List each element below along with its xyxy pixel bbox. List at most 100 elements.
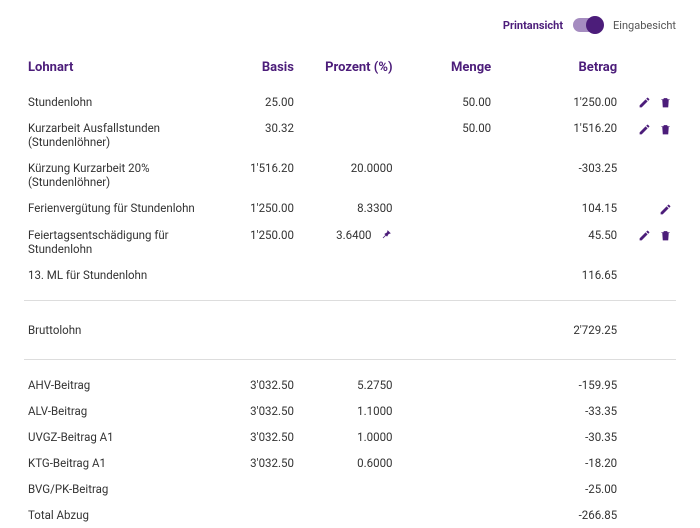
cell-pct: 3.6400 (298, 222, 397, 262)
cell-menge (397, 222, 496, 262)
table-row: AHV-Beitrag3'032.505.2750-159.95 (24, 372, 676, 398)
cell-menge (397, 476, 496, 502)
cell-menge: 50.00 (397, 115, 496, 155)
cell-betrag: 45.50 (495, 222, 621, 262)
cell-basis: 3'032.50 (199, 424, 298, 450)
col-prozent: Prozent (%) (298, 54, 397, 89)
total-abzug-row: Total Abzug -266.85 (24, 502, 676, 528)
separator (24, 359, 676, 360)
cell-pct (298, 262, 397, 288)
cell-menge (397, 398, 496, 424)
cell-pct: 1.1000 (298, 398, 397, 424)
cell-label: 13. ML für Stundenlohn (24, 262, 199, 288)
table-row: BVG/PK-Beitrag -25.00 (24, 476, 676, 502)
table-row: Ferienvergütung für Stundenlohn1'250.008… (24, 195, 676, 221)
cell-pct (298, 89, 397, 115)
cell-menge (397, 195, 496, 221)
cell-actions (621, 155, 676, 195)
cell-menge (397, 372, 496, 398)
cell-menge (397, 424, 496, 450)
table-row: KTG-Beitrag A13'032.500.6000 -18.20 (24, 450, 676, 476)
cell-betrag: 1'250.00 (495, 89, 621, 115)
delete-icon[interactable] (659, 123, 672, 136)
cell-actions (621, 424, 676, 450)
cell-pct: 1.0000 (298, 424, 397, 450)
cell-betrag: -33.35 (495, 398, 621, 424)
print-view-label[interactable]: Printansicht (503, 19, 563, 32)
cell-basis: 3'032.50 (199, 398, 298, 424)
cell-basis: 30.32 (199, 115, 298, 155)
cell-label: Ferienvergütung für Stundenlohn (24, 195, 199, 221)
cell-basis: 1'250.00 (199, 222, 298, 262)
cell-actions (621, 115, 676, 155)
col-betrag: Betrag (495, 54, 621, 89)
table-row: Feiertagsentschädigung für Stundenlohn1'… (24, 222, 676, 262)
cell-actions (621, 89, 676, 115)
cell-label: Feiertagsentschädigung für Stundenlohn (24, 222, 199, 262)
cell-basis (199, 476, 298, 502)
cell-label: AHV-Beitrag (24, 372, 199, 398)
delete-icon[interactable] (659, 229, 672, 242)
cell-pct: 8.3300 (298, 195, 397, 221)
cell-basis: 1'250.00 (199, 195, 298, 221)
cell-menge (397, 262, 496, 288)
edit-icon[interactable] (638, 229, 651, 242)
cell-basis: 3'032.50 (199, 450, 298, 476)
pin-icon[interactable] (380, 228, 393, 241)
table-row: 13. ML für Stundenlohn 116.65 (24, 262, 676, 288)
cell-pct (298, 476, 397, 502)
total-abzug-amount: -266.85 (495, 502, 621, 528)
col-lohnart: Lohnart (24, 54, 199, 89)
edit-icon[interactable] (638, 123, 651, 136)
cell-pct (298, 115, 397, 155)
col-menge: Menge (397, 54, 496, 89)
cell-menge: 50.00 (397, 89, 496, 115)
cell-label: BVG/PK-Beitrag (24, 476, 199, 502)
brutto-row: Bruttolohn 2'729.25 (24, 313, 676, 347)
cell-actions (621, 262, 676, 288)
table-row: Kurzarbeit Ausfallstunden (Stundenlöhner… (24, 115, 676, 155)
cell-menge (397, 155, 496, 195)
payroll-table: Lohnart Basis Prozent (%) Menge Betrag S… (24, 54, 676, 528)
cell-actions (621, 398, 676, 424)
cell-actions (621, 450, 676, 476)
cell-basis: 3'032.50 (199, 372, 298, 398)
cell-basis: 25.00 (199, 89, 298, 115)
table-row: ALV-Beitrag3'032.501.1000 -33.35 (24, 398, 676, 424)
cell-actions (621, 372, 676, 398)
cell-label: UVGZ-Beitrag A1 (24, 424, 199, 450)
cell-actions (621, 222, 676, 262)
input-view-label[interactable]: Eingabesicht (613, 19, 676, 32)
cell-label: Kurzarbeit Ausfallstunden (Stundenlöhner… (24, 115, 199, 155)
cell-betrag: 104.15 (495, 195, 621, 221)
cell-menge (397, 450, 496, 476)
delete-icon[interactable] (659, 96, 672, 109)
total-abzug-label: Total Abzug (24, 502, 199, 528)
cell-label: ALV-Beitrag (24, 398, 199, 424)
cell-actions (621, 476, 676, 502)
col-basis: Basis (199, 54, 298, 89)
cell-betrag: 116.65 (495, 262, 621, 288)
edit-icon[interactable] (638, 96, 651, 109)
separator (24, 300, 676, 301)
table-row: Kürzung Kurzarbeit 20% (Stundenlöhner)1'… (24, 155, 676, 195)
view-mode-toggle: Printansicht Eingabesicht (24, 18, 676, 32)
cell-label: Stundenlohn (24, 89, 199, 115)
table-row: UVGZ-Beitrag A13'032.501.0000 -30.35 (24, 424, 676, 450)
cell-basis: 1'516.20 (199, 155, 298, 195)
cell-betrag: -30.35 (495, 424, 621, 450)
cell-label: KTG-Beitrag A1 (24, 450, 199, 476)
table-row: Stundenlohn25.00 50.001'250.00 (24, 89, 676, 115)
brutto-label: Bruttolohn (24, 313, 199, 347)
cell-betrag: -18.20 (495, 450, 621, 476)
brutto-amount: 2'729.25 (495, 313, 621, 347)
cell-actions (621, 195, 676, 221)
cell-betrag: -303.25 (495, 155, 621, 195)
view-switch[interactable] (573, 18, 603, 32)
cell-pct: 5.2750 (298, 372, 397, 398)
cell-betrag: -25.00 (495, 476, 621, 502)
cell-pct: 0.6000 (298, 450, 397, 476)
table-header-row: Lohnart Basis Prozent (%) Menge Betrag (24, 54, 676, 89)
edit-icon[interactable] (659, 203, 672, 216)
cell-pct: 20.0000 (298, 155, 397, 195)
